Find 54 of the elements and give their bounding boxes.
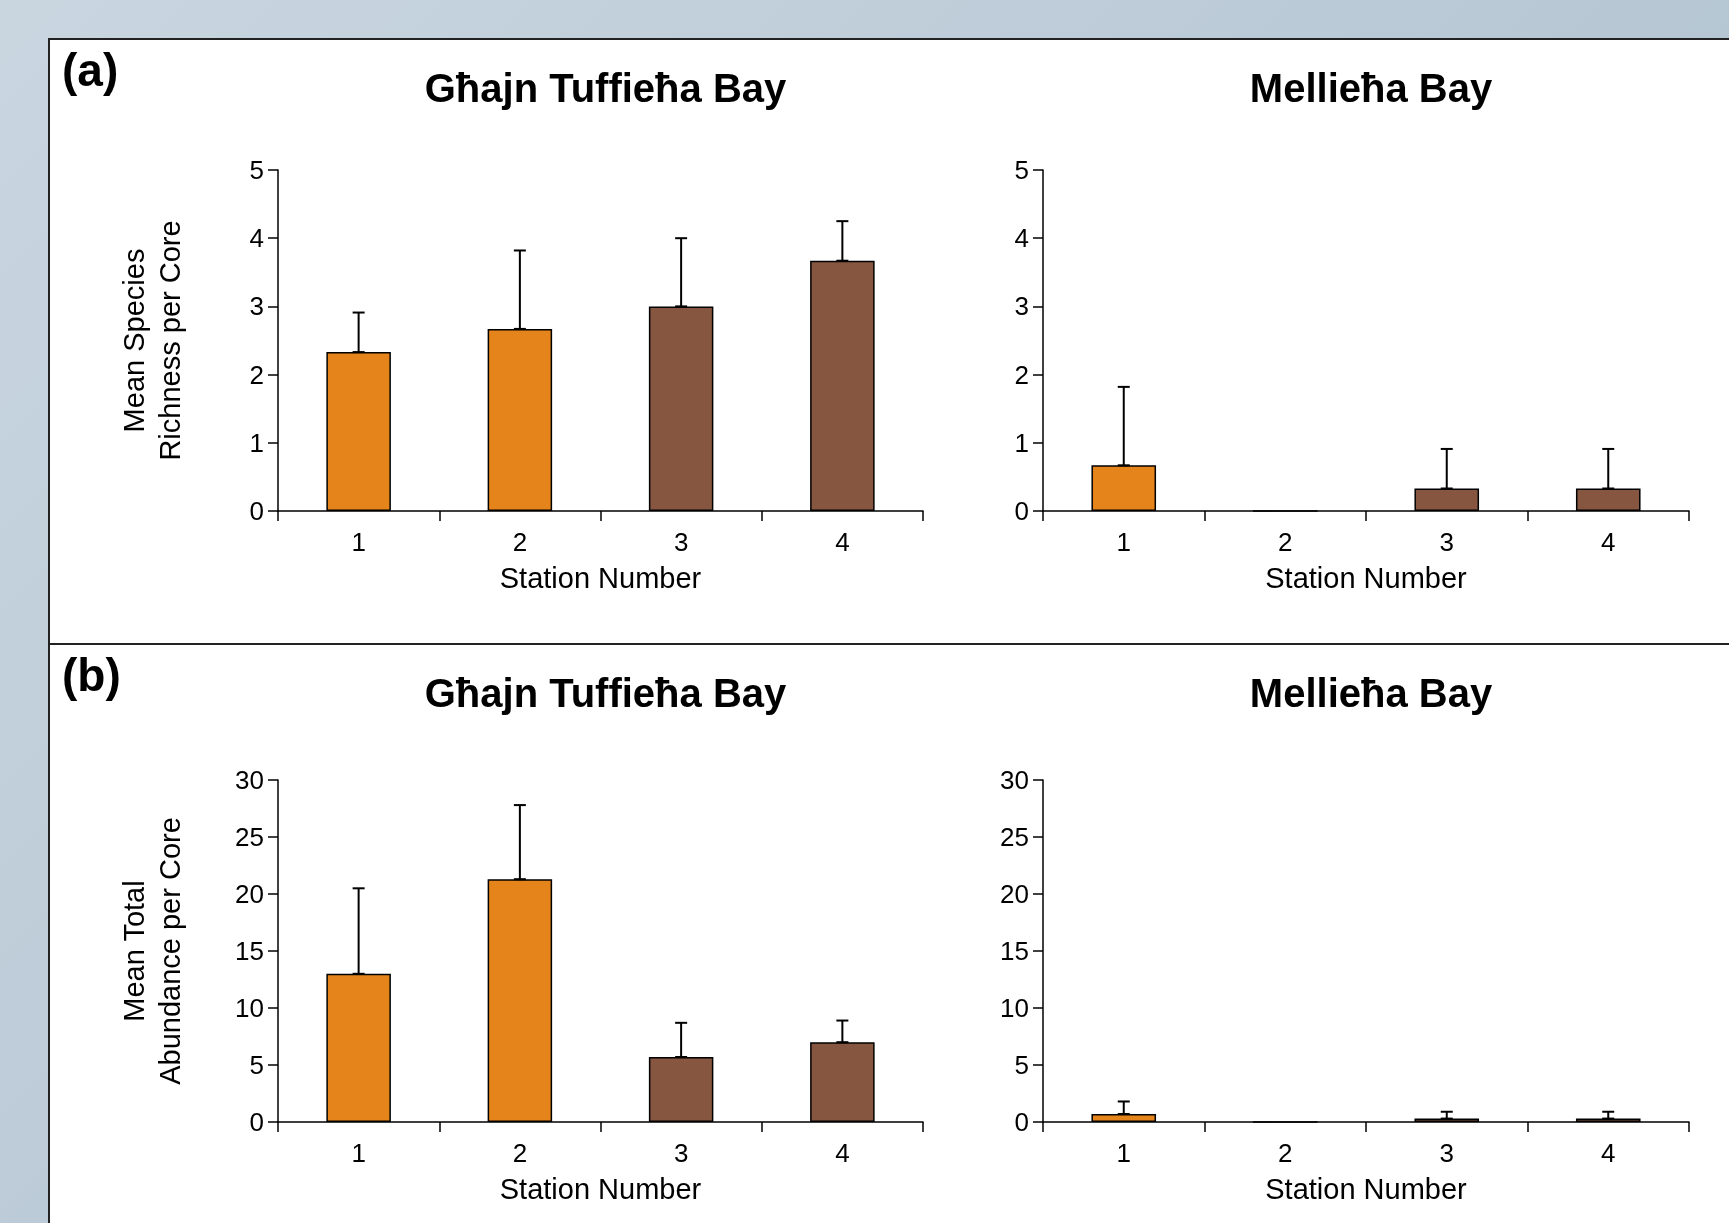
x-tick-label: 4 (1601, 527, 1616, 557)
x-tick-label: 4 (1601, 1138, 1616, 1168)
x-tick-label: 1 (351, 527, 366, 557)
y-tick-label: 25 (1000, 822, 1029, 852)
y-tick-label: 10 (1000, 993, 1029, 1023)
y-tick-label: 2 (249, 359, 264, 390)
x-tick-label: 3 (1439, 527, 1454, 557)
y-tick-label: 5 (1014, 1050, 1029, 1080)
y-axis-title: Mean Total Abundance per Core (118, 817, 186, 1085)
y-tick-label: 5 (249, 155, 264, 185)
x-axis-title: Station Number (1265, 561, 1468, 594)
y-tick-label: 15 (1000, 936, 1029, 966)
text: (b) (62, 649, 121, 701)
y-tick-label: 4 (1014, 223, 1029, 254)
y-tick-label: 5 (249, 1050, 264, 1080)
x-tick-label: 4 (835, 527, 850, 557)
x-tick-label: 2 (512, 1138, 528, 1168)
y-tick-label: 30 (1000, 765, 1029, 795)
x-tick-label: 2 (1278, 527, 1293, 557)
y-tick-label: 15 (235, 936, 264, 966)
y-tick-label: 4 (249, 223, 264, 254)
y-tick-label: 0 (1014, 496, 1029, 526)
y-tick-label: 3 (1014, 291, 1029, 322)
x-tick-label: 2 (1278, 1138, 1293, 1168)
y-tick-label: 1 (1014, 427, 1029, 458)
x-tick-label: 3 (1439, 1138, 1454, 1168)
y-tick-label: 20 (235, 879, 264, 909)
x-tick-label: 1 (351, 1138, 366, 1168)
y-tick-label: 25 (235, 822, 264, 852)
y-tick-label: 30 (235, 765, 264, 795)
x-tick-label: 4 (835, 1138, 850, 1168)
chart-title: Għajn Tuffieħa Bay (424, 671, 788, 715)
chart-title: Għajn Tuffieħa Bay (424, 66, 788, 110)
y-tick-label: 1 (249, 427, 264, 458)
x-tick-label: 2 (512, 527, 528, 557)
y-tick-label: 0 (249, 496, 264, 526)
x-axis-title: Station Number (499, 561, 702, 594)
y-tick-label: 3 (249, 291, 264, 322)
chart-title: Mellieħa Bay (1249, 66, 1493, 110)
x-tick-label: 1 (1116, 527, 1131, 557)
y-tick-label: 20 (1000, 879, 1029, 909)
x-axis-title: Station Number (1265, 1172, 1468, 1205)
y-tick-label: 0 (1014, 1107, 1029, 1137)
y-tick-label: 2 (1014, 359, 1029, 390)
chart-title: Mellieħa Bay (1249, 671, 1493, 715)
y-tick-label: 0 (249, 1107, 264, 1137)
x-tick-label: 3 (673, 527, 689, 557)
x-tick-label: 3 (673, 1138, 689, 1168)
x-axis-title: Station Number (499, 1172, 702, 1205)
y-tick-label: 5 (1014, 155, 1029, 185)
y-tick-label: 10 (235, 993, 264, 1023)
x-tick-label: 1 (1116, 1138, 1131, 1168)
y-axis-title: Mean Species Richness per Core (118, 220, 186, 461)
text: (a) (62, 44, 119, 96)
